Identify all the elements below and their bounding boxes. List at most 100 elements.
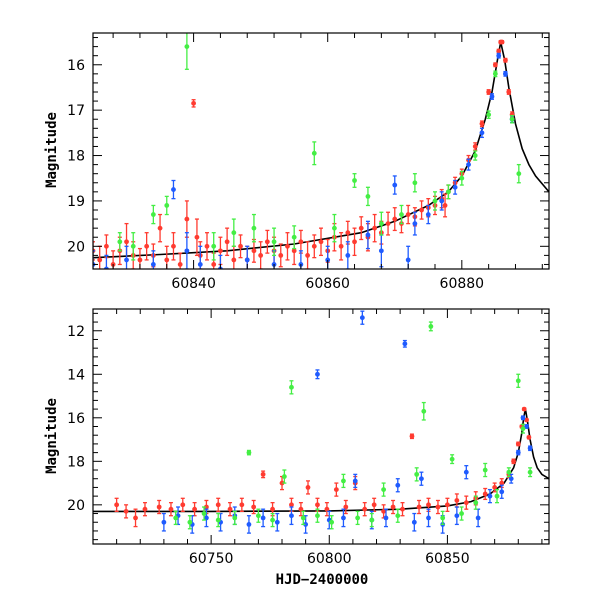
data-point — [345, 241, 351, 269]
data-point — [463, 465, 469, 480]
data-point — [515, 449, 521, 456]
data-point — [392, 175, 398, 195]
data-point — [201, 506, 207, 521]
data-point — [352, 173, 357, 188]
data-point — [311, 234, 317, 259]
data-point — [270, 512, 275, 528]
y-tick-label: 18 — [67, 454, 85, 470]
bottom-data-layer — [93, 310, 549, 534]
data-point — [399, 204, 404, 225]
data-point — [425, 204, 431, 225]
data-point — [506, 467, 512, 478]
panel-top: Magnitude 60840 60860 60880 16 17 18 19 20 — [44, 32, 550, 292]
bottom-series-1 — [161, 310, 533, 534]
data-point — [494, 488, 500, 504]
data-point — [392, 207, 398, 232]
data-point — [318, 227, 324, 257]
data-point — [215, 512, 221, 528]
data-point — [414, 467, 420, 482]
data-point — [281, 469, 287, 484]
data-point — [482, 487, 488, 501]
data-point — [439, 191, 445, 211]
data-point — [150, 250, 156, 269]
data-point — [341, 473, 346, 489]
data-point — [412, 211, 418, 236]
data-point — [329, 515, 335, 530]
data-point — [191, 99, 196, 108]
data-point — [142, 502, 148, 517]
data-point — [472, 142, 478, 151]
data-point — [452, 179, 458, 195]
data-point — [524, 417, 529, 423]
data-point — [298, 229, 304, 254]
data-point — [338, 232, 344, 261]
data-point — [315, 508, 320, 523]
x-tick-label: 60800 — [307, 551, 352, 567]
y-tick-label: 14 — [67, 367, 85, 383]
x-tick-label: 60850 — [425, 551, 470, 567]
data-point — [343, 499, 349, 515]
data-point — [352, 227, 357, 257]
data-point — [192, 502, 197, 517]
data-point — [365, 186, 371, 207]
data-point — [123, 504, 129, 519]
data-point — [409, 433, 415, 440]
top-axes-frame — [92, 32, 550, 270]
data-point — [133, 508, 138, 528]
data-point — [432, 191, 438, 211]
data-point — [239, 497, 245, 513]
data-point — [371, 497, 377, 513]
data-point — [171, 232, 176, 261]
data-point — [499, 39, 505, 45]
data-point — [345, 220, 351, 245]
data-point — [496, 52, 502, 59]
x-tick-label: 60860 — [305, 276, 350, 292]
data-point — [416, 499, 422, 515]
data-point — [204, 232, 210, 261]
data-point — [492, 62, 498, 68]
data-point — [311, 141, 317, 166]
data-point — [486, 110, 492, 119]
data-point — [419, 200, 424, 220]
data-point — [114, 497, 120, 513]
data-point — [526, 434, 532, 440]
y-tick-label: 16 — [67, 411, 85, 427]
data-point — [428, 321, 434, 332]
data-point — [324, 502, 330, 517]
data-point — [173, 510, 179, 526]
data-point — [258, 241, 264, 269]
data-point — [130, 232, 136, 261]
top-series-2 — [117, 33, 522, 261]
data-point — [516, 163, 522, 184]
data-point — [171, 179, 176, 200]
data-point — [168, 502, 174, 517]
data-point — [520, 415, 526, 421]
y-tick-label: 12 — [67, 324, 85, 340]
data-point — [341, 508, 346, 528]
bottom-series-0 — [114, 406, 532, 528]
data-point — [352, 473, 358, 489]
data-point — [211, 232, 217, 261]
data-point — [224, 227, 230, 257]
data-point — [194, 218, 200, 257]
data-point — [489, 93, 495, 100]
data-point — [369, 512, 375, 528]
data-point — [358, 216, 364, 241]
data-point — [232, 510, 238, 526]
data-point — [385, 211, 391, 236]
data-point — [400, 502, 405, 517]
y-tick-label: 20 — [67, 239, 85, 255]
data-point — [506, 89, 512, 95]
data-point — [378, 234, 384, 268]
data-point — [104, 234, 109, 259]
data-point — [117, 232, 123, 252]
data-point — [238, 234, 243, 259]
data-point — [466, 158, 471, 171]
data-point — [278, 243, 284, 268]
data-point — [521, 406, 527, 412]
x-tick-label: 60750 — [189, 551, 234, 567]
data-point — [144, 232, 150, 261]
data-point — [440, 510, 446, 526]
data-point — [381, 482, 387, 497]
